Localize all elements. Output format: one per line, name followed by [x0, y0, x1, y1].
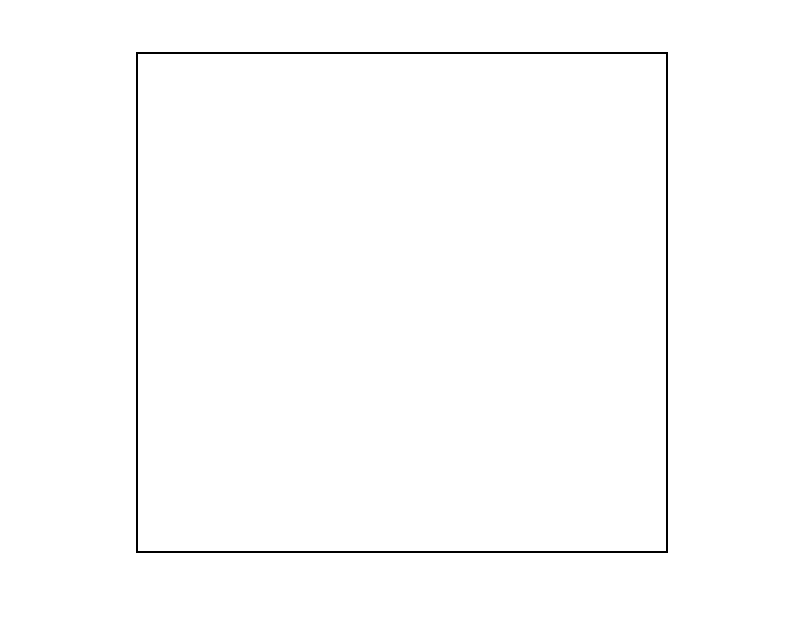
colorbar — [726, 58, 750, 558]
dewpoint-field — [138, 54, 666, 551]
coastline-overlay — [138, 54, 666, 551]
map-plot-area — [136, 52, 668, 553]
